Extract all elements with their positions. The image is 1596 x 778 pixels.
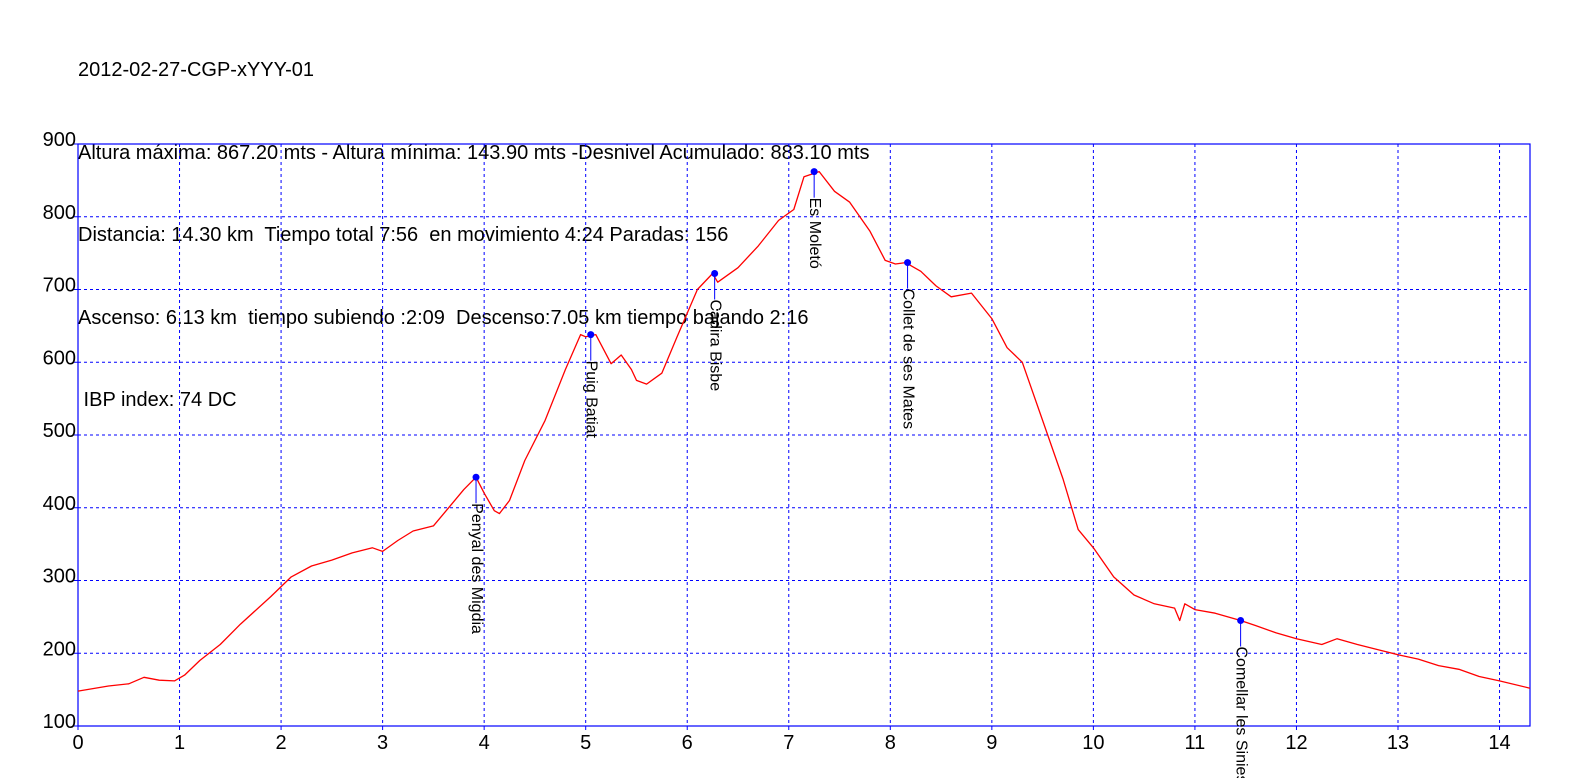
plot-frame xyxy=(77,143,1531,727)
x-tick-label: 7 xyxy=(783,732,794,754)
header: 2012-02-27-CGP-xYYY-01 Altura máxima: 86… xyxy=(78,2,869,442)
waypoint-label: Collet de ses Mates xyxy=(899,289,916,430)
y-tick-label: 100 xyxy=(43,711,76,733)
waypoint-label: Penyal des Migdia xyxy=(468,503,485,634)
x-tick-label: 2 xyxy=(276,732,287,754)
tick-labels: 0 1 2 3 4 5 6 7 8 9 10 11 12 13 1410020030040050060070… xyxy=(43,129,1511,754)
y-tick-label: 800 xyxy=(43,202,76,224)
waypoint-label: Puig Batiat xyxy=(583,361,600,439)
x-tick-label: 1 xyxy=(174,732,185,754)
waypoint-label: Comellar les Sinies xyxy=(1232,647,1249,778)
profile-line-layer xyxy=(77,170,1531,692)
elevation-profile-line xyxy=(77,170,1531,692)
track-title: 2012-02-27-CGP-xYYY-01 xyxy=(78,59,315,81)
waypoint-label: Cadira Bisbe xyxy=(706,299,723,391)
x-tick-label: 9 xyxy=(986,732,997,754)
distance-time-summary: Distancia: 14.30 km Tiempo total 7:56 en… xyxy=(78,224,729,246)
x-tick-label: 14 xyxy=(1488,732,1510,754)
x-tick-label: 12 xyxy=(1285,732,1307,754)
x-tick-label: 13 xyxy=(1387,732,1409,754)
waypoint-marker xyxy=(587,331,595,339)
x-tick-label: 0 xyxy=(72,732,83,754)
x-tick-label: 8 xyxy=(885,732,896,754)
y-tick-label: 700 xyxy=(43,275,76,297)
grid-lines xyxy=(78,144,1530,726)
altitude-summary: Altura máxima: 867.20 mts - Altura mínim… xyxy=(78,141,870,164)
waypoint-marker xyxy=(810,168,818,176)
ibp-index: IBP index: 74 DC xyxy=(78,389,237,411)
axes xyxy=(74,143,1531,730)
ascent-descent-summary: Ascenso: 6.13 km tiempo subiendo :2:09 D… xyxy=(78,306,809,329)
x-tick-label: 3 xyxy=(377,732,388,754)
x-tick-label: 5 xyxy=(580,732,591,754)
waypoint-marker xyxy=(711,269,719,277)
waypoint-marker xyxy=(904,259,912,267)
waypoint-label: Es Moletó xyxy=(806,198,823,269)
waypoint-marker xyxy=(472,473,480,481)
x-tick-label: 11 xyxy=(1185,732,1206,754)
y-tick-label: 200 xyxy=(43,638,76,660)
x-tick-label: 10 xyxy=(1082,732,1104,754)
y-tick-label: 400 xyxy=(43,493,76,515)
waypoint-marker xyxy=(1237,617,1245,625)
x-tick-label: 6 xyxy=(682,732,693,754)
y-tick-label: 900 xyxy=(43,129,76,151)
y-tick-label: 600 xyxy=(43,347,76,369)
x-tick-label: 4 xyxy=(479,732,490,754)
y-tick-label: 300 xyxy=(43,566,76,588)
y-tick-label: 500 xyxy=(43,420,76,442)
waypoints-layer: Penyal des Migdia Puig Batiat Cadira Bisbe… xyxy=(468,168,1249,778)
